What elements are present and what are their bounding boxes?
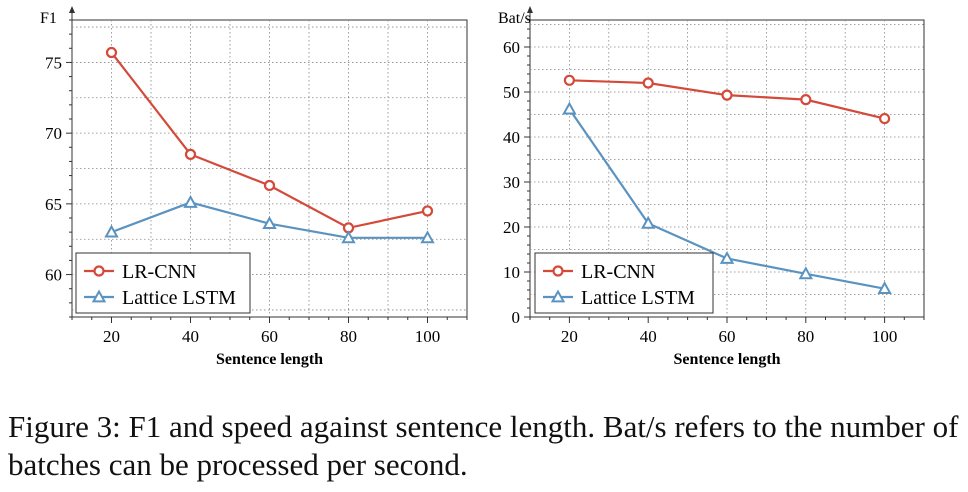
- x-tick-label: 100: [415, 327, 441, 346]
- legend: LR-CNN Lattice LSTM: [534, 252, 714, 314]
- y-tick-label: 60: [45, 266, 62, 285]
- x-tick-label: 80: [340, 327, 357, 346]
- y-axis-label: F1: [40, 10, 57, 27]
- data-point: [341, 230, 356, 244]
- legend: LR-CNN Lattice LSTM: [75, 252, 251, 314]
- series-lr-cnn: [563, 74, 891, 125]
- x-tick-label: 40: [182, 327, 199, 346]
- data-point: [421, 205, 434, 217]
- grid: [72, 20, 467, 317]
- y-ticks: [524, 19, 530, 318]
- data-point: [562, 101, 577, 115]
- x-tick-label: 20: [561, 327, 578, 346]
- figure-caption: Figure 3: F1 and speed against sentence …: [8, 409, 959, 482]
- data-point: [879, 112, 891, 125]
- data-point: [719, 250, 735, 264]
- legend-marker: [91, 289, 107, 303]
- x-tick-label: 40: [640, 327, 657, 346]
- series-lattice-lstm: [104, 194, 435, 244]
- y-axis-label: Bat/s: [498, 10, 531, 27]
- data-point: [641, 215, 656, 229]
- data-point: [721, 89, 733, 101]
- y-tick-label: 20: [503, 218, 520, 237]
- y-tick-label: 10: [503, 263, 520, 282]
- y-tick-label: 75: [45, 53, 62, 72]
- f1-chart: 60 65 70 75 20 40 60 80 100 F1 Sentence length LR-C…: [40, 6, 468, 368]
- grid: [530, 20, 924, 317]
- x-tick-label: 100: [872, 327, 898, 346]
- data-point: [104, 224, 119, 238]
- y-axis-arrow: [527, 6, 533, 13]
- y-axis-arrow: [69, 6, 75, 13]
- data-point: [262, 216, 277, 230]
- legend-label: LR-CNN: [581, 261, 655, 283]
- data-point: [105, 46, 118, 59]
- data-point: [183, 194, 198, 208]
- x-ticks: [71, 317, 468, 323]
- y-tick-label: 30: [503, 173, 520, 192]
- x-ticks: [529, 317, 925, 323]
- legend-marker: [93, 265, 105, 277]
- y-tick-label: 70: [45, 124, 62, 143]
- x-axis-label: Sentence length: [673, 351, 780, 368]
- x-axis-label: Sentence length: [216, 351, 323, 368]
- legend-label: LR-CNN: [122, 261, 196, 283]
- y-ticks: [66, 19, 72, 318]
- x-tick-label: 20: [103, 327, 120, 346]
- legend-box: [534, 252, 714, 314]
- legend-label: Lattice LSTM: [581, 287, 695, 309]
- x-tick-label: 60: [261, 327, 278, 346]
- data-point: [184, 148, 197, 160]
- y-tick-label: 0: [512, 308, 521, 327]
- y-tick-label: 60: [503, 38, 520, 57]
- y-tick-label: 50: [503, 83, 520, 102]
- y-tick-label: 40: [503, 128, 520, 147]
- series-lattice-lstm: [562, 101, 892, 295]
- legend-marker: [552, 265, 564, 277]
- legend-marker: [550, 289, 566, 303]
- legend-label: Lattice LSTM: [122, 287, 236, 309]
- speed-chart: 0 10 20 30 40 50 60 20 40 60 80 100 Bat/s Sentence le…: [498, 6, 925, 368]
- data-point: [800, 94, 812, 106]
- x-tick-label: 60: [719, 327, 736, 346]
- data-point: [563, 74, 576, 86]
- data-point: [420, 230, 435, 244]
- y-tick-label: 65: [45, 195, 62, 214]
- x-tick-label: 80: [797, 327, 814, 346]
- data-point: [642, 77, 654, 89]
- data-point: [877, 281, 892, 295]
- data-point: [263, 179, 276, 192]
- legend-box: [75, 252, 251, 314]
- data-point: [798, 266, 813, 280]
